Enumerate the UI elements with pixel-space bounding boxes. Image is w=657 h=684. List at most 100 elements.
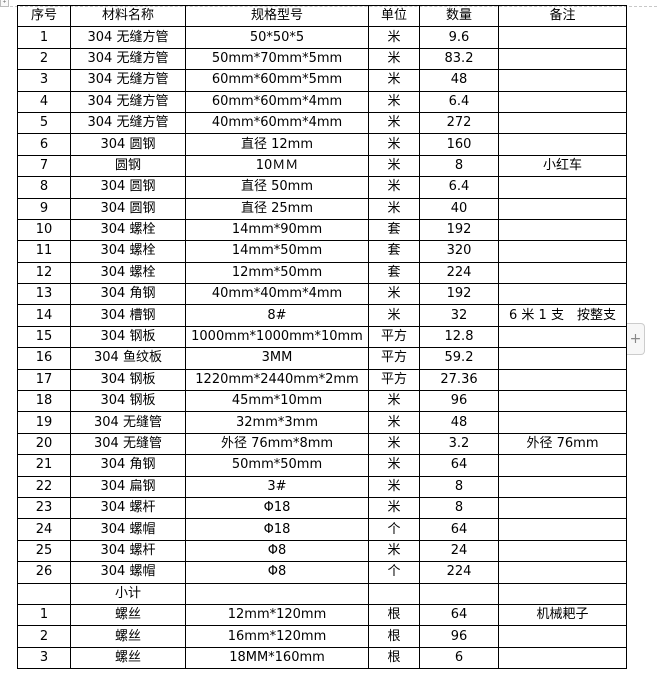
cell-quantity[interactable]: 3.2 [419,432,499,456]
cell-index[interactable]: 12 [17,261,71,285]
cell-material-name[interactable]: 304 无缝管 [70,432,186,456]
cell-spec[interactable]: 12mm*120mm [185,603,369,627]
cell-quantity[interactable]: 12.8 [419,325,499,349]
cell-spec[interactable]: 18MM*160mm [185,646,369,670]
cell-quantity[interactable]: 24 [419,539,499,563]
cell-material-name[interactable]: 304 扁钢 [70,475,186,498]
cell-remark[interactable] [498,197,627,220]
cell-quantity[interactable]: 27.36 [419,368,499,392]
cell-spec[interactable]: 8# [185,304,369,327]
cell-spec[interactable]: 3MM [185,347,369,370]
cell-spec[interactable]: 50*50*5 [185,26,369,49]
cell-index[interactable]: 24 [17,518,71,541]
cell-remark[interactable] [498,26,627,49]
cell-quantity[interactable]: 6.4 [419,90,499,113]
cell-index[interactable]: 23 [17,496,71,520]
cell-index[interactable]: 8 [17,176,71,199]
cell-quantity[interactable]: 96 [419,625,499,648]
cell-unit[interactable]: 米 [368,539,420,563]
cell-index[interactable]: 4 [17,90,71,113]
cell-material-name[interactable]: 304 无缝方管 [70,47,186,71]
cell-unit[interactable]: 米 [368,411,420,434]
cell-unit[interactable] [368,582,420,605]
cell-index[interactable]: 6 [17,133,71,156]
cell-remark[interactable] [498,133,627,156]
cell-quantity[interactable]: 224 [419,561,499,584]
cell-material-name[interactable]: 304 无缝方管 [70,26,186,49]
cell-spec[interactable]: 60mm*60mm*4mm [185,90,369,113]
cell-quantity[interactable]: 8 [419,496,499,520]
cell-unit[interactable]: 套 [368,218,420,242]
cell-spec[interactable]: 14mm*90mm [185,218,369,242]
cell-remark[interactable] [498,411,627,434]
cell-index[interactable]: 16 [17,347,71,370]
cell-unit[interactable]: 米 [368,496,420,520]
cell-material-name[interactable]: 304 圆钢 [70,197,186,220]
cell-quantity[interactable]: 64 [419,518,499,541]
cell-unit[interactable]: 根 [368,646,420,670]
cell-material-name[interactable]: 304 圆钢 [70,133,186,156]
cell-quantity[interactable]: 96 [419,390,499,413]
cell-remark[interactable] [498,390,627,413]
cell-material-name[interactable]: 304 钢板 [70,368,186,392]
cell-remark[interactable] [498,539,627,563]
cell-material-name[interactable]: 304 螺杆 [70,539,186,563]
cell-index[interactable]: 18 [17,390,71,413]
cell-remark[interactable]: 外径 76mm [498,432,627,456]
cell-material-name[interactable]: 螺丝 [70,646,186,670]
cell-spec[interactable]: Φ18 [185,518,369,541]
cell-material-name[interactable]: 304 鱼纹板 [70,347,186,370]
cell-remark[interactable] [498,69,627,92]
cell-material-name[interactable]: 304 无缝管 [70,411,186,434]
cell-remark[interactable]: 小红车 [498,154,627,178]
cell-spec[interactable]: 3# [185,475,369,498]
cell-unit[interactable]: 米 [368,454,420,477]
cell-quantity[interactable]: 160 [419,133,499,156]
cell-spec[interactable]: 40mm*40mm*4mm [185,283,369,306]
cell-material-name[interactable]: 螺丝 [70,625,186,648]
cell-quantity[interactable]: 320 [419,240,499,263]
cell-unit[interactable]: 米 [368,69,420,92]
cell-spec[interactable]: 直径 25mm [185,197,369,220]
cell-remark[interactable] [498,561,627,584]
cell-unit[interactable]: 平方 [368,347,420,370]
add-column-button[interactable]: + [627,323,645,355]
cell-spec[interactable]: Φ8 [185,539,369,563]
cell-material-name[interactable]: 304 螺栓 [70,261,186,285]
cell-remark[interactable] [498,496,627,520]
cell-remark[interactable] [498,347,627,370]
cell-remark[interactable] [498,111,627,135]
cell-index[interactable]: 1 [17,26,71,49]
cell-unit[interactable]: 平方 [368,368,420,392]
cell-quantity[interactable]: 83.2 [419,47,499,71]
cell-spec[interactable] [185,582,369,605]
cell-material-name[interactable]: 304 角钢 [70,454,186,477]
cell-unit[interactable]: 套 [368,240,420,263]
cell-spec[interactable]: Φ8 [185,561,369,584]
cell-remark[interactable] [498,368,627,392]
cell-remark[interactable] [498,90,627,113]
cell-index[interactable]: 1 [17,603,71,627]
cell-remark[interactable] [498,454,627,477]
cell-index[interactable]: 17 [17,368,71,392]
cell-spec[interactable]: 10ＭＭ [185,154,369,178]
cell-remark[interactable]: 6 米 1 支 按整支 [498,304,627,327]
cell-quantity[interactable]: 64 [419,454,499,477]
cell-spec[interactable]: 40mm*60mm*4mm [185,111,369,135]
cell-spec[interactable]: 14mm*50mm [185,240,369,263]
cell-remark[interactable]: 机械耙子 [498,603,627,627]
cell-quantity[interactable]: 192 [419,218,499,242]
cell-unit[interactable]: 套 [368,261,420,285]
cell-material-name[interactable]: 304 螺栓 [70,240,186,263]
cell-unit[interactable]: 米 [368,111,420,135]
cell-quantity[interactable]: 59.2 [419,347,499,370]
cell-unit[interactable]: 米 [368,283,420,306]
cell-material-name[interactable]: 304 槽钢 [70,304,186,327]
cell-spec[interactable]: 45mm*10mm [185,390,369,413]
cell-index[interactable]: 20 [17,432,71,456]
cell-unit[interactable]: 根 [368,603,420,627]
cell-index[interactable]: 2 [17,47,71,71]
cell-index[interactable]: 14 [17,304,71,327]
cell-spec[interactable]: 1000mm*1000mm*10mm [185,325,369,349]
cell-quantity[interactable]: 48 [419,69,499,92]
